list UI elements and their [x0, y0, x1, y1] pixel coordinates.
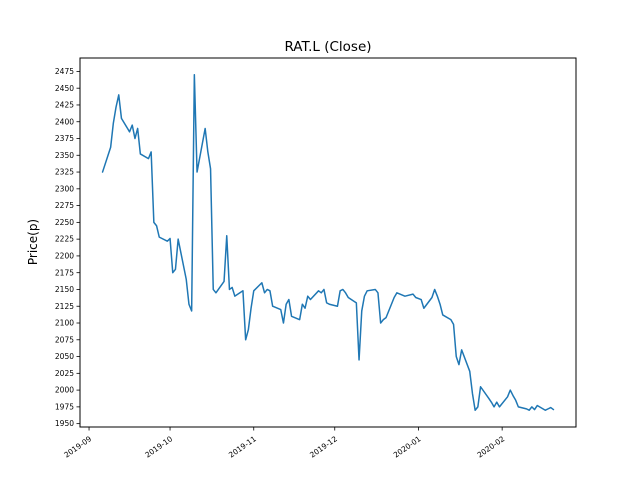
y-tick-label: 2125 — [55, 302, 74, 311]
y-tick-label: 2250 — [55, 218, 74, 227]
y-tick-label: 2275 — [55, 201, 74, 210]
y-tick-label: 2050 — [55, 352, 74, 361]
price-line — [101, 74, 555, 411]
y-tick-label: 2300 — [55, 184, 74, 193]
y-tick-label: 2450 — [55, 84, 74, 93]
y-tick-label: 1950 — [55, 419, 74, 428]
y-tick-label: 2350 — [55, 151, 74, 160]
y-tick-label: 2425 — [55, 101, 74, 110]
y-tick-label: 2200 — [55, 252, 74, 261]
y-tick-label: 2475 — [55, 67, 74, 76]
y-tick-label: 2150 — [55, 285, 74, 294]
y-tick-label: 2000 — [55, 386, 74, 395]
y-axis-label: Price(p) — [26, 219, 40, 265]
plot-border — [79, 57, 577, 428]
y-tick-label: 1975 — [55, 402, 74, 411]
y-tick-label: 2225 — [55, 235, 74, 244]
y-tick-label: 2175 — [55, 268, 74, 277]
y-tick-label: 2400 — [55, 117, 74, 126]
y-tick-label: 2375 — [55, 134, 74, 143]
y-tick-label: 2025 — [55, 369, 74, 378]
chart-title: RAT.L (Close) — [284, 39, 371, 55]
y-tick-label: 2075 — [55, 335, 74, 344]
y-tick-label: 2325 — [55, 168, 74, 177]
y-tick-label: 2100 — [55, 319, 74, 328]
